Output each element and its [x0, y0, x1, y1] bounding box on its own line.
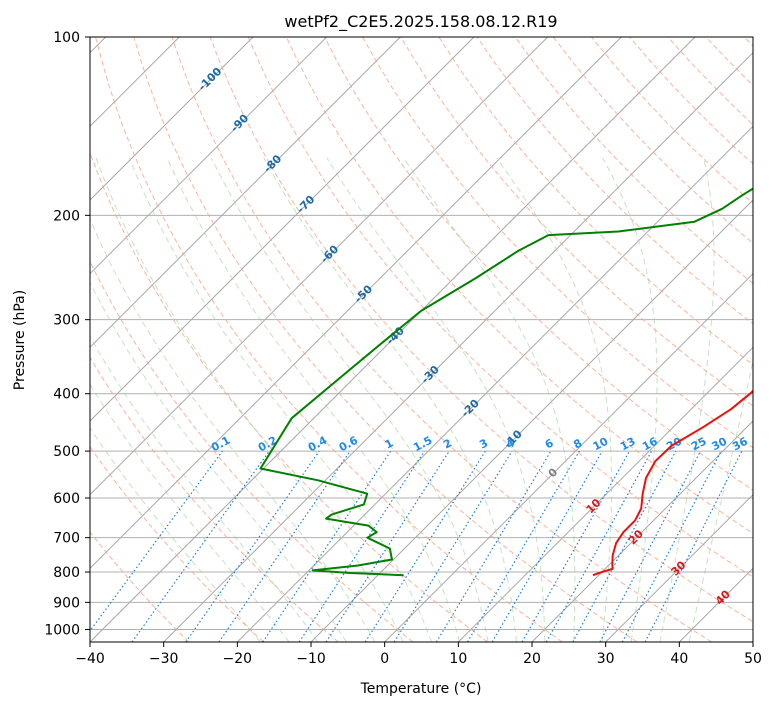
moist-adiabat	[263, 157, 517, 642]
mixing-ratio-line	[435, 450, 552, 642]
moist-adiabat	[90, 383, 290, 642]
y-tick-label: 200	[53, 208, 80, 224]
isotherm-line	[90, 37, 328, 275]
isotherm-line	[163, 51, 753, 642]
y-axis-title: Pressure (hPa)	[12, 290, 28, 390]
mixing-ratio-line	[185, 450, 320, 642]
temperature-profile-line	[592, 389, 753, 577]
dry-adiabat	[171, 37, 712, 642]
y-tick-label: 500	[53, 444, 80, 460]
x-tick-label: 20	[523, 651, 541, 667]
x-tick-label: 30	[597, 651, 615, 667]
mixing-ratio-label: 36	[730, 435, 750, 454]
mixing-ratio-label: 13	[618, 435, 638, 454]
profile-series	[259, 187, 753, 577]
dry-adiabat	[90, 445, 264, 642]
dry-adiabat	[90, 531, 190, 642]
isotherm-line	[90, 37, 475, 422]
isotherm-line	[384, 272, 753, 642]
x-tick-label: 50	[744, 651, 762, 667]
y-tick-label: 700	[53, 531, 80, 547]
dry-adiabat	[247, 37, 753, 578]
x-tick-label: 10	[449, 651, 467, 667]
x-tick-label: −40	[75, 651, 105, 667]
dry-adiabat	[90, 260, 414, 642]
dry-adiabat	[514, 37, 753, 285]
mixing-ratio-line	[393, 450, 513, 642]
dry-adiabat	[324, 37, 753, 491]
x-tick-label: −20	[223, 651, 253, 667]
moist-adiabat	[90, 427, 261, 642]
isotherm-line	[90, 37, 549, 496]
isotherm-line	[236, 125, 753, 642]
x-tick-label: −10	[296, 651, 326, 667]
y-tick-label: 400	[53, 387, 80, 403]
moist-adiabat	[326, 157, 546, 642]
moist-adiabat	[90, 335, 319, 642]
moist-adiabat	[659, 157, 715, 642]
mixing-ratio-label: 25	[689, 435, 709, 454]
mixing-ratio-label: 10	[591, 434, 611, 453]
dry-adiabat	[133, 37, 638, 642]
x-tick-label: −30	[149, 651, 179, 667]
x-axis: −40 −30 −20 −10 0 10 20 30 40 50	[75, 642, 762, 667]
moist-adiabat	[403, 157, 576, 642]
y-tick-label: 900	[53, 595, 80, 611]
dry-adiabat	[90, 151, 488, 642]
moist-adiabat	[496, 157, 612, 642]
moist-adiabat	[166, 157, 461, 642]
isotherm-line	[605, 493, 753, 642]
moist-adiabat	[688, 358, 753, 642]
y-tick-label: 800	[53, 565, 80, 581]
y-tick-label: 600	[53, 491, 80, 507]
moist-adiabat	[95, 157, 404, 642]
isotherm-line	[457, 346, 753, 642]
y-tick-label: 1000	[44, 622, 80, 638]
x-tick-label: 0	[380, 651, 389, 667]
y-axis: 100 200 300 400 500 600 700 800 900 1000	[44, 30, 90, 638]
mixing-ratio-line	[545, 450, 653, 642]
mixing-ratio-line	[364, 450, 486, 642]
moist-adiabat	[210, 157, 489, 642]
mixing-ratio-line	[491, 450, 603, 642]
mixing-ratio-label: 30	[710, 435, 730, 454]
plot-frame	[89, 36, 754, 643]
y-tick-label: 300	[53, 313, 80, 329]
isotherm-line	[90, 37, 622, 570]
mixing-ratio-line	[466, 450, 580, 642]
y-tick-label: 100	[53, 30, 80, 46]
mixing-ratio-label: 16	[640, 435, 660, 454]
dewpoint-profile-line	[259, 187, 753, 577]
x-axis-title: Temperature (°C)	[360, 681, 482, 697]
moist-adiabat	[90, 217, 376, 642]
chart-title: wetPf2_C2E5.2025.158.08.12.R19	[284, 12, 557, 32]
dry-adiabat	[400, 37, 753, 407]
dry-adiabat	[90, 356, 339, 642]
dry-adiabat	[209, 37, 753, 623]
isotherm-line	[90, 37, 254, 201]
isotherm-line	[90, 37, 401, 349]
dry-adiabat	[438, 37, 753, 366]
dry-adiabat	[95, 37, 563, 642]
moist-adiabat	[128, 157, 432, 642]
isotherm-line	[90, 37, 696, 642]
moist-adiabat	[90, 281, 347, 642]
x-tick-label: 40	[670, 651, 688, 667]
mixing-ratio-line	[521, 450, 631, 642]
mixing-ratio-line	[325, 450, 450, 642]
isotherm-line	[531, 420, 753, 642]
dry-adiabat	[362, 37, 753, 449]
mixing-ratio-line	[572, 450, 677, 642]
background-lines	[90, 37, 753, 642]
